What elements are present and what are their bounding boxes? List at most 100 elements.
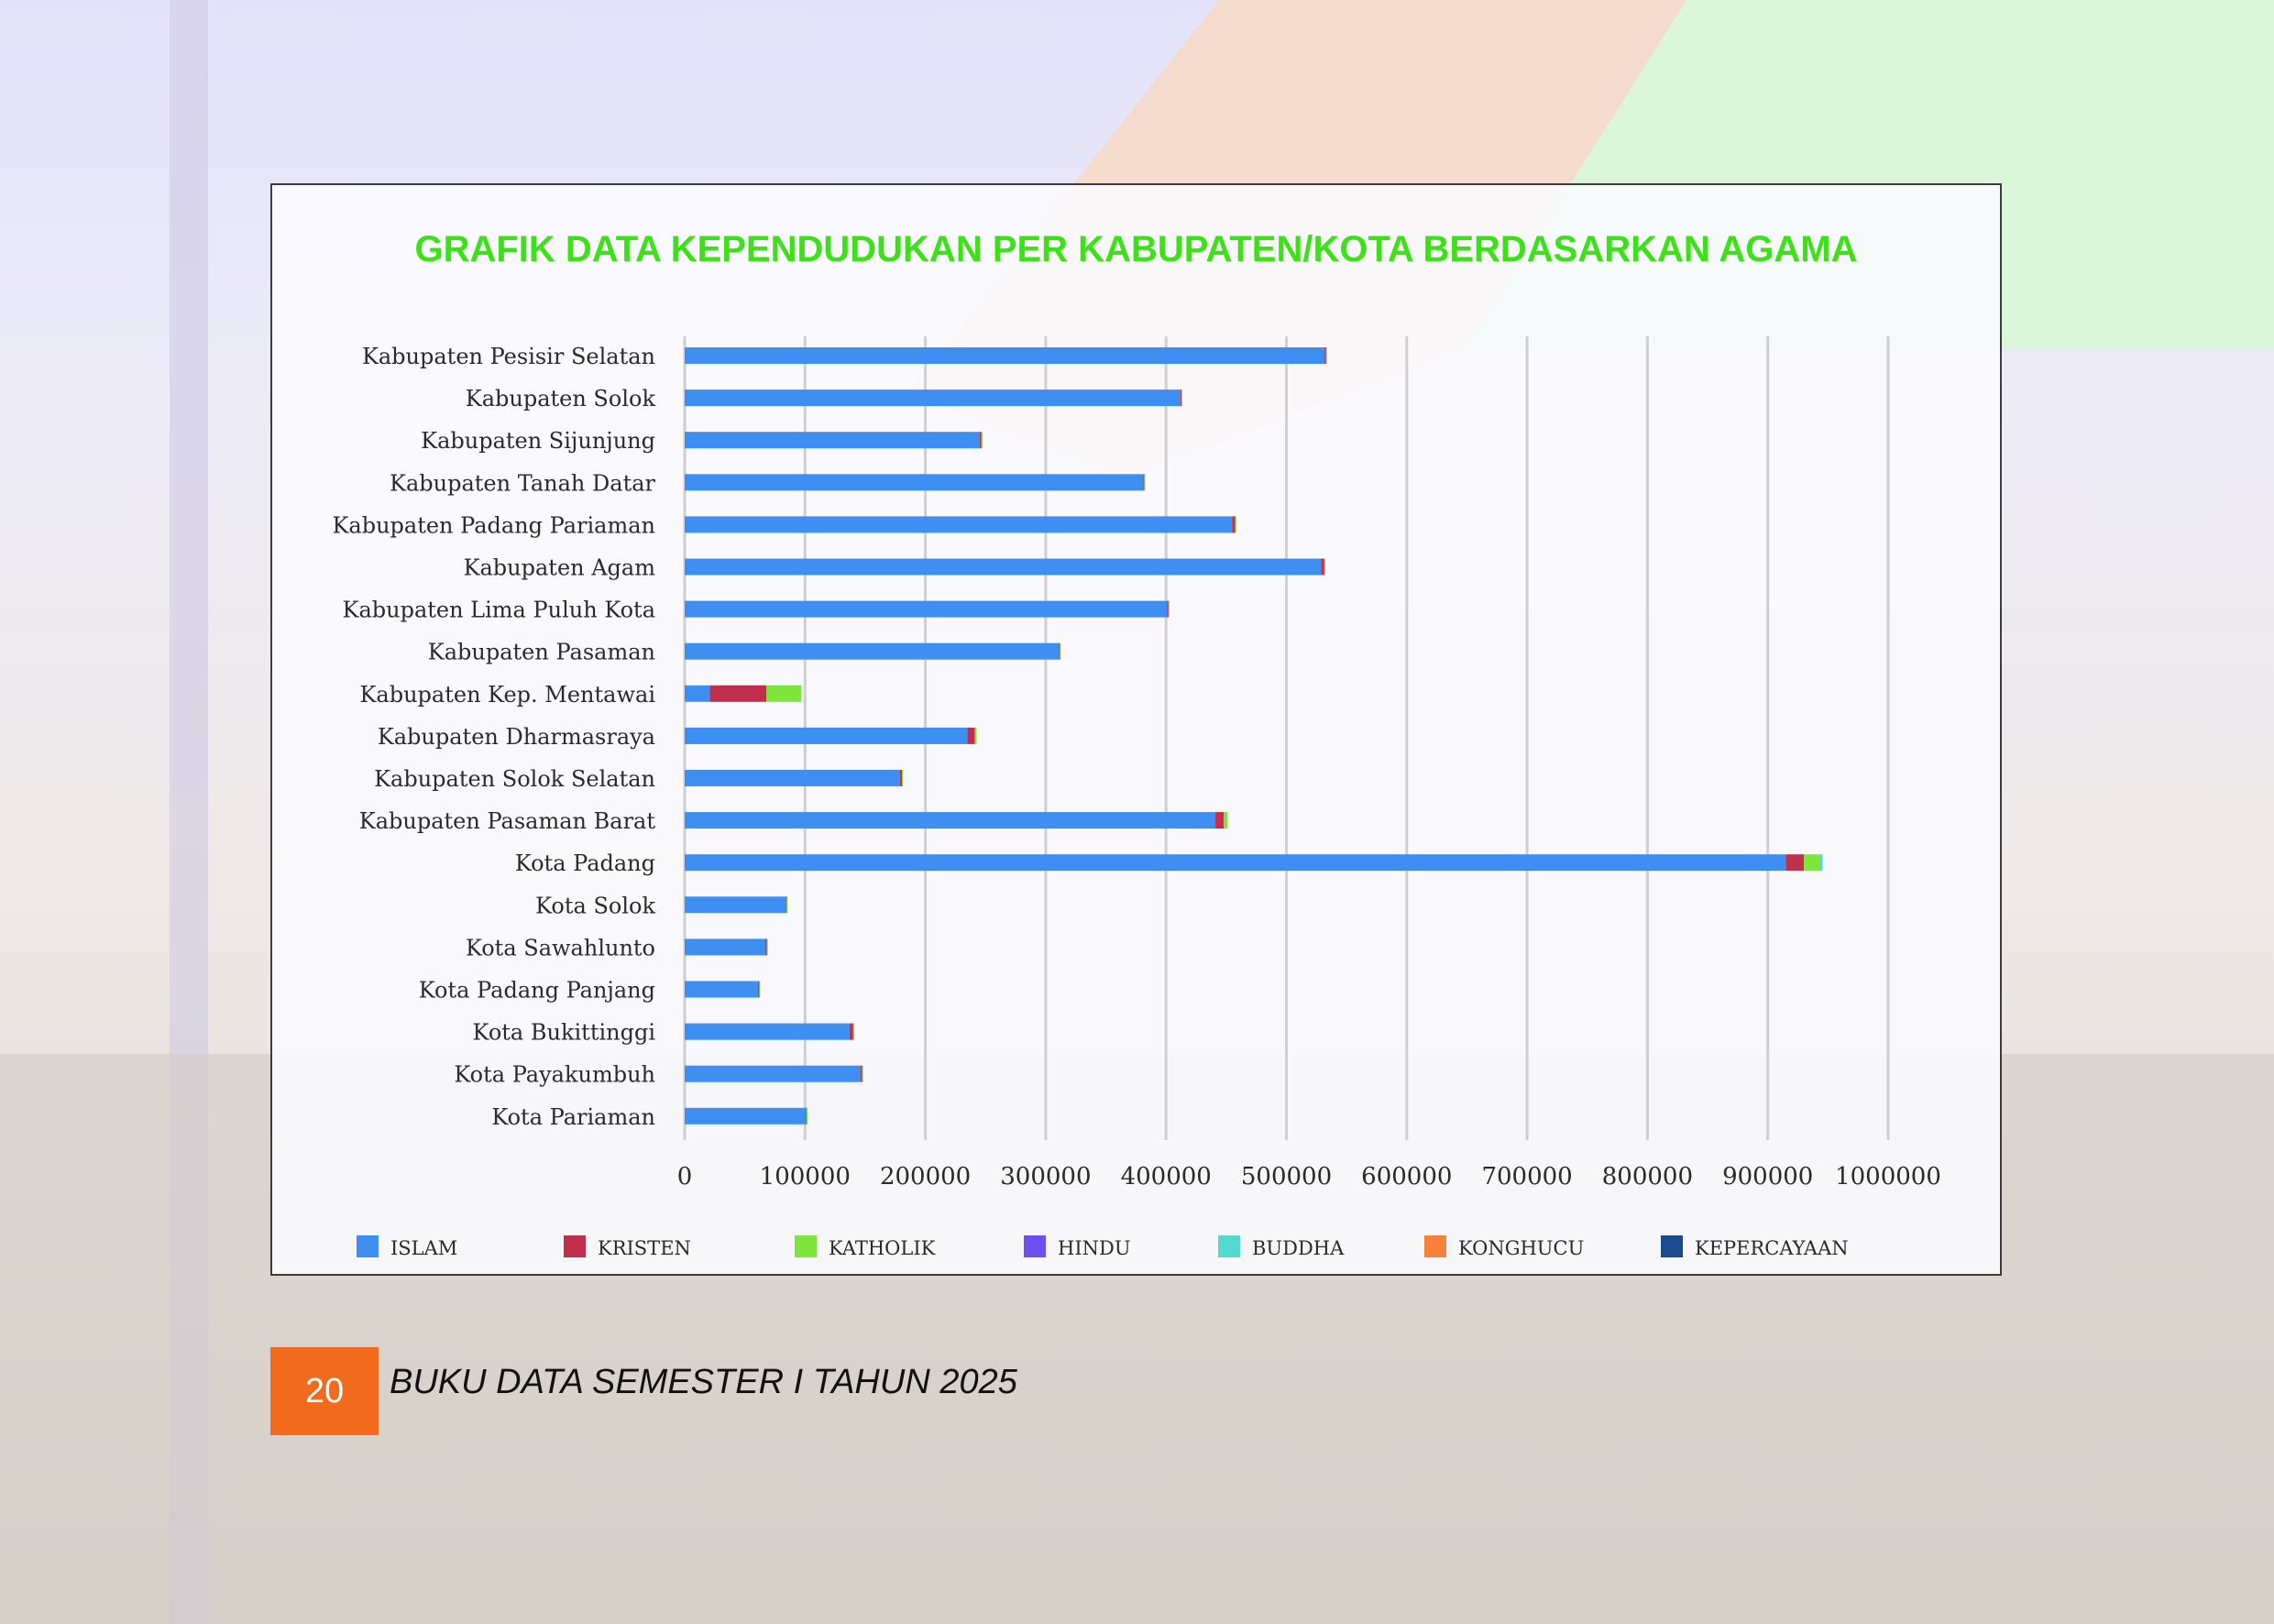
bar-segment xyxy=(849,1023,853,1040)
category-label: Kabupaten Agam xyxy=(464,555,656,581)
legend-swatch xyxy=(1424,1235,1446,1257)
bar-segment xyxy=(967,727,975,744)
legend-label: KEPERCAYAAN xyxy=(1695,1237,1849,1259)
bar-segment xyxy=(685,390,1181,407)
category-label: Kota Payakumbuh xyxy=(454,1062,655,1088)
legend-label: KONGHUCU xyxy=(1458,1237,1584,1259)
legend-swatch xyxy=(1661,1235,1683,1257)
bar-segment xyxy=(685,812,1216,829)
bar-segment xyxy=(685,516,1233,533)
category-label: Kabupaten Kep. Mentawai xyxy=(360,682,656,708)
bar-segment xyxy=(709,685,767,702)
x-tick-label: 300000 xyxy=(1000,1163,1091,1191)
category-label: Kabupaten Pesisir Selatan xyxy=(362,344,655,369)
bar-segment xyxy=(1144,474,1146,491)
legend-swatch xyxy=(1218,1235,1240,1257)
bar-segment xyxy=(685,347,1325,364)
bar-segment xyxy=(766,685,802,702)
bar-segment xyxy=(1167,600,1169,618)
legend-swatch xyxy=(795,1235,817,1257)
bar-segment xyxy=(685,432,980,449)
bar-segment xyxy=(1224,812,1228,829)
category-label: Kabupaten Solok Selatan xyxy=(374,766,655,792)
category-label: Kota Pariaman xyxy=(491,1104,655,1130)
bar-segment xyxy=(981,432,983,449)
bar-segment xyxy=(1804,854,1820,872)
category-label: Kota Solok xyxy=(535,893,655,918)
bar-segment xyxy=(685,981,759,998)
bar-segment xyxy=(685,854,1786,872)
legend-label: BUDDHA xyxy=(1252,1237,1345,1259)
page-number-badge: 20 xyxy=(270,1347,379,1435)
bar-segment xyxy=(759,981,761,998)
category-label: Kabupaten Pasaman Barat xyxy=(359,808,656,834)
chart-panel: GRAFIK DATA KEPENDUDUKAN PER KABUPATEN/K… xyxy=(270,183,2002,1276)
bar-segment xyxy=(685,558,1322,576)
x-tick-label: 100000 xyxy=(760,1163,851,1191)
bar-segment xyxy=(685,600,1168,618)
bar-segment xyxy=(685,642,1060,660)
bar-segment xyxy=(685,474,1144,491)
bar-segment xyxy=(685,1023,850,1040)
bar-segment xyxy=(1324,347,1326,364)
bar-segment xyxy=(758,981,760,998)
bar-segment xyxy=(764,938,767,956)
x-tick-label: 0 xyxy=(677,1163,693,1191)
bar-segment xyxy=(1785,854,1805,872)
category-label: Kabupaten Sijunjung xyxy=(421,428,655,454)
bar-segment xyxy=(1321,558,1324,576)
x-tick-label: 600000 xyxy=(1361,1163,1452,1191)
bar-segment xyxy=(862,1065,863,1082)
legend-swatch xyxy=(1024,1235,1046,1257)
bar-segment xyxy=(685,685,710,702)
bar-segment xyxy=(786,896,788,914)
x-tick-label: 500000 xyxy=(1241,1163,1332,1191)
x-tick-label: 200000 xyxy=(880,1163,971,1191)
category-label: Kota Padang Panjang xyxy=(419,978,655,1004)
bar-segment xyxy=(1232,516,1236,533)
bar-segment xyxy=(685,1065,861,1082)
legend-label: KATHOLIK xyxy=(829,1237,936,1259)
legend-swatch xyxy=(357,1235,379,1257)
category-label: Kota Padang xyxy=(515,850,655,876)
bar-segment xyxy=(1181,390,1182,407)
category-label: Kabupaten Solok xyxy=(466,386,656,411)
bar-segment xyxy=(1324,558,1325,576)
legend-label: ISLAM xyxy=(390,1237,457,1259)
bar-segment xyxy=(685,727,968,744)
category-label: Kabupaten Pasaman xyxy=(428,640,655,665)
category-label: Kota Sawahlunto xyxy=(466,935,655,960)
legend-swatch xyxy=(564,1235,586,1257)
chart-plot: Kabupaten Pesisir Selatan Kabupaten Solok… xyxy=(332,336,1941,1259)
bar-segment xyxy=(979,432,982,449)
bar-segment xyxy=(1059,642,1060,660)
bar-segment xyxy=(1819,854,1823,872)
x-tick-label: 800000 xyxy=(1602,1163,1693,1191)
bar-segment xyxy=(685,938,765,956)
x-tick-label: 700000 xyxy=(1481,1163,1572,1191)
bar-segment xyxy=(852,1023,855,1040)
bar-segment xyxy=(974,727,977,744)
category-label: Kabupaten Padang Pariaman xyxy=(332,512,655,538)
bar-segment xyxy=(1325,347,1327,364)
bar-segment xyxy=(1215,812,1225,829)
page-number: 20 xyxy=(304,1371,345,1410)
bar-segment xyxy=(860,1065,862,1082)
x-tick-label: 1000000 xyxy=(1835,1163,1941,1191)
bar-segment xyxy=(1143,474,1145,491)
bar-segment xyxy=(1168,600,1170,618)
bar-segment xyxy=(685,896,786,914)
category-label: Kabupaten Tanah Datar xyxy=(390,470,655,496)
legend-label: HINDU xyxy=(1058,1237,1131,1259)
chart-title: GRAFIK DATA KEPENDUDUKAN PER KABUPATEN/K… xyxy=(414,229,1858,269)
footer-book-title: BUKU DATA SEMESTER I TAHUN 2025 xyxy=(390,1363,1017,1401)
legend-label: KRISTEN xyxy=(598,1237,691,1259)
category-label: Kota Bukittinggi xyxy=(473,1020,656,1046)
bar-segment xyxy=(685,770,901,786)
x-tick-label: 400000 xyxy=(1121,1163,1212,1191)
bar-segment xyxy=(785,896,787,914)
bar-segment xyxy=(766,938,768,956)
category-label: Kabupaten Dharmasraya xyxy=(378,724,655,750)
bar-segment xyxy=(900,770,902,786)
bar-segment xyxy=(901,770,904,786)
